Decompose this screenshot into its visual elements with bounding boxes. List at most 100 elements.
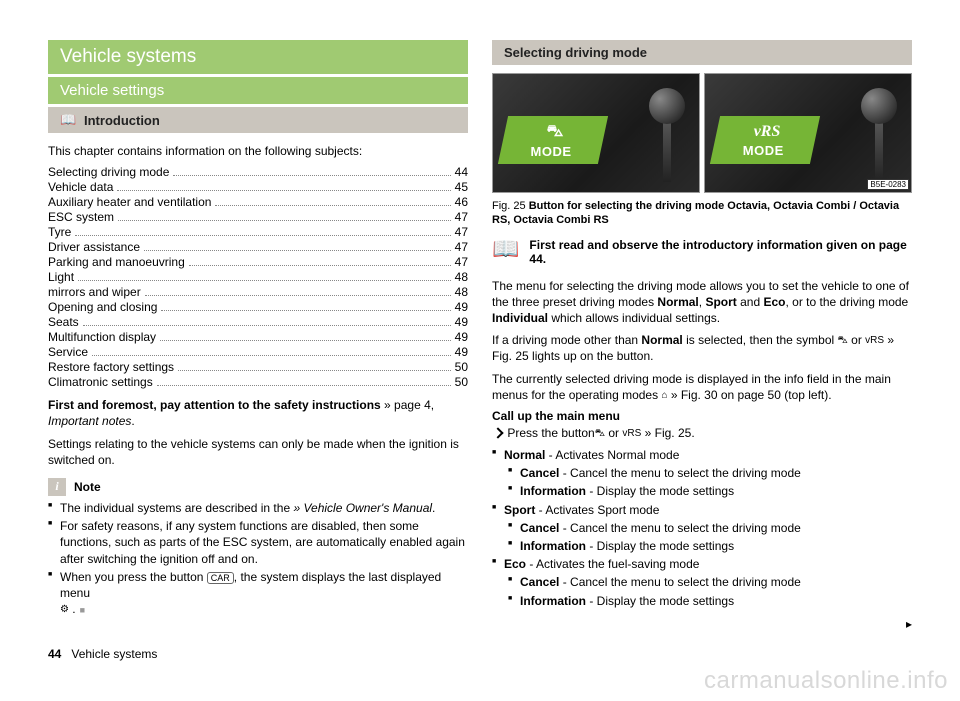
toc-page: 50 [455,375,468,389]
p1h: Individual [492,311,548,325]
toc-page: 48 [455,270,468,284]
menu-sub-item: Information - Display the mode settings [508,538,912,554]
menu-label: Eco [504,557,526,571]
toc-title: Tyre [48,225,71,239]
menu-label: Sport [504,503,535,517]
left-column: Vehicle systems Vehicle settings 📖 Intro… [48,40,468,631]
vrs-small-icon: vRS [622,428,641,439]
toc-page: 49 [455,345,468,359]
table-of-contents: Selecting driving mode 44 Vehicle data 45Au… [48,165,468,389]
toc-row: Light 48 [48,270,468,284]
toc-dots [117,182,450,192]
heading-introduction-text: Introduction [84,113,160,128]
toc-title: Service [48,345,88,359]
toc-row: Multifunction display49 [48,330,468,344]
car-icon: ⛍ [547,122,564,142]
menu-sub-desc: - Cancel the menu to select the driving … [559,521,800,535]
p1e: and [737,295,764,309]
toc-row: Climatronic settings 50 [48,375,468,389]
p1d: Sport [705,295,736,309]
menu-item: Sport - Activates Sport mode Cancel - Can… [492,502,912,555]
toc-page: 49 [455,315,468,329]
menu-sub-item: Cancel - Cancel the menu to select the d… [508,520,912,536]
menu-sub: Cancel - Cancel the menu to select the d… [508,520,912,554]
toc-page: 47 [455,210,468,224]
figure-ref: B5E-0283 [867,179,909,190]
cua: Press the button [507,426,594,440]
menu-sub-item: Information - Display the mode settings [508,593,912,609]
toc-title: Climatronic settings [48,375,153,389]
heading-selecting-mode-text: Selecting driving mode [504,45,647,60]
note-item: The individual systems are described in … [48,500,468,516]
note-list: The individual systems are described in … [48,500,468,617]
p2a: If a driving mode other than [492,333,641,347]
figure-caption-pre: Fig. 25 [492,200,529,212]
p2d: or [848,333,865,347]
toc-title: Vehicle data [48,180,113,194]
toc-title: Selecting driving mode [48,165,169,179]
menu-sub-label: Cancel [520,575,559,589]
menu-sub: Cancel - Cancel the menu to select the d… [508,574,912,608]
para-driving-modes: The menu for selecting the driving mode … [492,278,912,327]
para-symbol: If a driving mode other than Normal is s… [492,332,912,364]
toc-page: 49 [455,300,468,314]
heading-vehicle-systems: Vehicle systems [48,40,468,74]
safety-note-period: . [131,414,134,428]
gear-knob [649,88,685,124]
mode-text-left: MODE [530,144,571,159]
toc-title: Restore factory settings [48,360,174,374]
menu-sub-desc: - Display the mode settings [586,594,734,608]
p3c: on page 50 (top left). [718,388,832,402]
toc-title: Driver assistance [48,240,140,254]
note-item: When you press the button CAR, the syste… [48,569,468,618]
toc-dots [215,197,450,207]
toc-dots [83,317,451,327]
ignition-note: Settings relating to the vehicle systems… [48,436,468,468]
heading-introduction: 📖 Introduction [48,107,468,133]
menu-sub-item: Cancel - Cancel the menu to select the d… [508,465,912,481]
gear-stick [663,122,671,182]
safety-note-italic: Important notes [48,414,131,428]
call-up-line: Press the button⛍ or vRS » Fig. 25. [492,425,912,441]
toc-page: 45 [455,180,468,194]
toc-row: Auxiliary heater and ventilation46 [48,195,468,209]
toc-row: Tyre47 [48,225,468,239]
continue-icon: ▸ [906,617,912,631]
menu-sub-desc: - Cancel the menu to select the driving … [559,466,800,480]
right-column: Selecting driving mode ⛍ MODE vRS MODE B… [492,40,912,631]
menu-desc: - Activates Sport mode [535,503,659,517]
menu-desc: - Activates the fuel-saving mode [526,557,699,571]
menu-item: Normal - Activates Normal modeCancel - C… [492,447,912,500]
toc-title: Light [48,270,74,284]
watermark: carmanualsonline.info [704,667,948,695]
p1g: , or to the driving mode [786,295,909,309]
toc-page: 44 [455,165,468,179]
info-icon: i [48,478,66,496]
toc-page: 50 [455,360,468,374]
menu-sub: Cancel - Cancel the menu to select the d… [508,465,912,499]
safety-note: First and foremost, pay attention to the… [48,397,468,429]
menu-sub-item: Cancel - Cancel the menu to select the d… [508,574,912,590]
menu-desc: - Activates Normal mode [545,448,679,462]
para-info-field: The currently selected driving mode is d… [492,371,912,403]
figure-25-right: vRS MODE B5E-0283 [704,73,912,193]
p2b: Normal [641,333,682,347]
safety-note-bold: First and foremost, pay attention to the… [48,398,381,412]
footer-section: Vehicle systems [71,647,157,661]
note-link: » Vehicle Owner's Manual [293,501,432,515]
book-icon: 📖 [60,112,76,128]
toc-dots [157,377,451,387]
toc-dots [189,257,451,267]
car-small-icon: ⛍ [838,335,848,346]
toc-row: Vehicle data 45 [48,180,468,194]
cub: or [605,426,622,440]
toc-row: Seats49 [48,315,468,329]
cuc: » Fig. 25. [641,426,694,440]
toc-title: ESC system [48,210,114,224]
toc-row: Restore factory settings 50 [48,360,468,374]
safety-note-link: » page 4, [381,398,434,412]
toc-page: 47 [455,255,468,269]
mode-button-octavia: ⛍ MODE [498,116,608,164]
call-up-heading: Call up the main menu [492,409,912,423]
menu-sub-label: Information [520,539,586,553]
